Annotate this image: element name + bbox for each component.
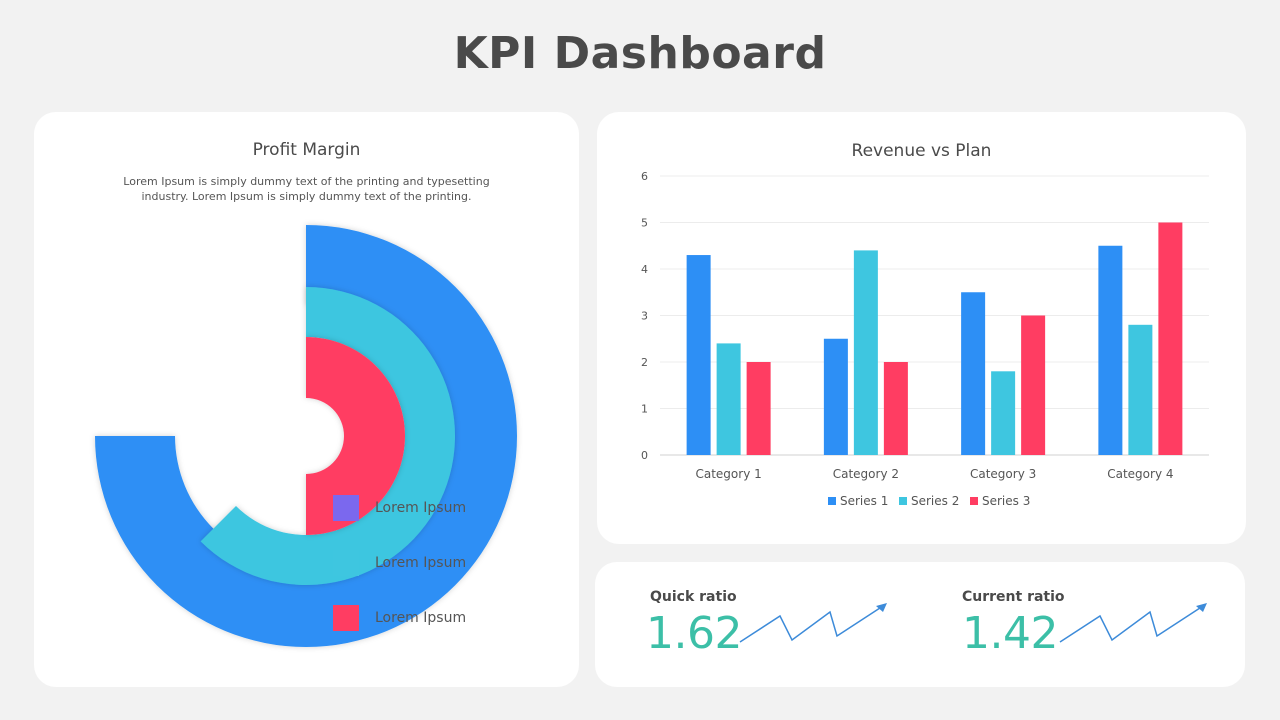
legend-label: Lorem Ipsum: [375, 500, 467, 516]
bar-series-3-3: [1021, 315, 1046, 455]
current-ratio-value: 1.42: [962, 608, 1058, 659]
legend-item: Lorem Ipsum: [333, 495, 466, 521]
description-line-2: industry. Lorem Ipsum is simply dummy te…: [141, 190, 472, 203]
x-tick-label: Category 3: [970, 467, 1036, 481]
middle-ring-arc: [200, 287, 455, 585]
bar-series-3-1: [746, 362, 771, 455]
profit-margin-title: Profit Margin: [252, 140, 361, 160]
profit-margin-ring-chart: [95, 225, 517, 647]
profit-margin-card: Profit Margin Lorem Ipsum is simply dumm…: [34, 112, 579, 687]
quick-ratio-label: Quick ratio: [650, 589, 737, 605]
bar-series-1-2: [823, 338, 848, 455]
legend-item: Lorem Ipsum: [333, 605, 466, 631]
inner-ring-arc: [306, 337, 405, 535]
legend-label: Series 2: [911, 494, 959, 508]
bar-series-3-4: [1158, 222, 1183, 455]
bar-series-2-2: [853, 250, 878, 455]
legend-swatch: [970, 497, 978, 505]
x-tick-label: Category 2: [833, 467, 899, 481]
y-tick-label: 4: [641, 263, 648, 276]
current-ratio-trend-icon: [1059, 603, 1207, 643]
quick-ratio-trend-icon: [739, 603, 887, 643]
ratios-card: Quick ratio 1.62 Current ratio 1.42: [595, 562, 1245, 687]
revenue-bar-chart: 0 1 2 3 4 5 6 Category 1 Category 2 Category 3 Cat…: [641, 170, 1209, 508]
legend-label: Lorem Ipsum: [375, 555, 467, 571]
y-tick-label: 6: [641, 170, 648, 183]
bar-series-1-3: [961, 292, 986, 455]
profit-margin-description: Lorem Ipsum is simply dummy text of the …: [104, 174, 509, 204]
legend-label: Series 1: [840, 494, 888, 508]
legend-swatch-1: [333, 495, 359, 521]
legend-swatch-2: [333, 550, 359, 576]
bar-series-2-3: [991, 371, 1016, 455]
revenue-vs-plan-card: Revenue vs Plan 0 1 2 3 4 5 6 Category 1 Categor…: [597, 112, 1246, 544]
bar-series-2-4: [1128, 324, 1153, 455]
current-ratio-label: Current ratio: [962, 589, 1065, 605]
y-tick-label: 2: [641, 356, 648, 369]
bar-series-3-2: [883, 362, 908, 455]
revenue-chart-title: Revenue vs Plan: [851, 141, 992, 161]
quick-ratio-value: 1.62: [646, 608, 742, 659]
legend-item: Lorem Ipsum: [333, 550, 466, 576]
y-tick-label: 1: [641, 403, 648, 416]
bar-series-1-4: [1098, 245, 1123, 455]
bar-series-2-1: [716, 343, 741, 455]
legend-swatch-3: [333, 605, 359, 631]
legend-label: Series 3: [982, 494, 1030, 508]
description-line-1: Lorem Ipsum is simply dummy text of the …: [123, 175, 490, 188]
outer-ring-arc: [95, 225, 517, 647]
y-tick-label: 0: [641, 449, 648, 462]
legend-swatch: [828, 497, 836, 505]
x-tick-label: Category 4: [1107, 467, 1173, 481]
legend-label: Lorem Ipsum: [375, 610, 467, 626]
page-title: KPI Dashboard: [453, 28, 827, 79]
legend-swatch: [899, 497, 907, 505]
x-tick-label: Category 1: [695, 467, 761, 481]
bar-series-1-1: [686, 255, 711, 455]
y-tick-label: 5: [641, 217, 648, 230]
y-tick-label: 3: [641, 310, 648, 323]
